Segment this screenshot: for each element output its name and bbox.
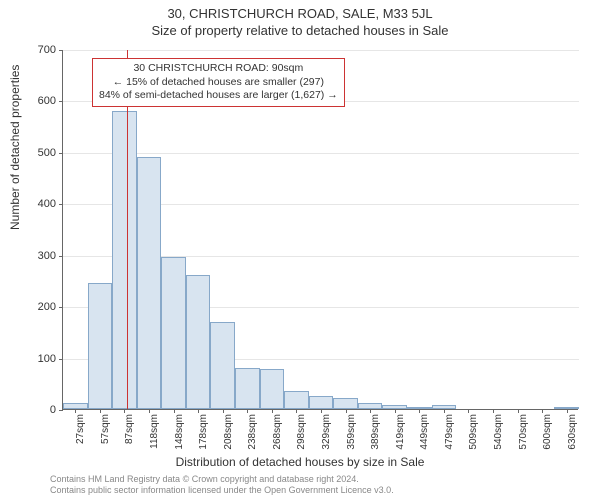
chart-subtitle: Size of property relative to detached ho… [0, 21, 600, 38]
ytick-label: 300 [6, 250, 56, 262]
ytick-label: 500 [6, 147, 56, 159]
xtick-mark [468, 409, 469, 413]
footer: Contains HM Land Registry data © Crown c… [50, 474, 394, 497]
ytick-mark [59, 256, 63, 257]
xtick-mark [444, 409, 445, 413]
info-line-3: 84% of semi-detached houses are larger (… [99, 89, 338, 103]
xtick-mark [493, 409, 494, 413]
ytick-label: 400 [6, 198, 56, 210]
histogram-bar [112, 111, 137, 409]
histogram-bar [309, 396, 334, 409]
ytick-mark [59, 359, 63, 360]
histogram-bar [333, 398, 358, 409]
xtick-mark [100, 409, 101, 413]
ytick-label: 700 [6, 44, 56, 56]
histogram-bar [186, 275, 211, 409]
xtick-mark [419, 409, 420, 413]
xtick-mark [247, 409, 248, 413]
info-box: 30 CHRISTCHURCH ROAD: 90sqm ← 15% of det… [92, 58, 345, 107]
ytick-label: 600 [6, 95, 56, 107]
footer-line-1: Contains HM Land Registry data © Crown c… [50, 474, 394, 485]
ytick-mark [59, 410, 63, 411]
x-axis-label: Distribution of detached houses by size … [0, 455, 600, 469]
xtick-mark [518, 409, 519, 413]
chart-area: 010020030040050060070027sqm57sqm87sqm118… [62, 50, 578, 410]
xtick-mark [346, 409, 347, 413]
xtick-mark [149, 409, 150, 413]
ytick-mark [59, 50, 63, 51]
gridline [63, 153, 579, 154]
xtick-mark [395, 409, 396, 413]
ytick-label: 0 [6, 404, 56, 416]
ytick-mark [59, 153, 63, 154]
ytick-mark [59, 204, 63, 205]
chart-container: 30, CHRISTCHURCH ROAD, SALE, M33 5JL Siz… [0, 0, 600, 500]
info-line-1: 30 CHRISTCHURCH ROAD: 90sqm [99, 62, 338, 76]
ytick-mark [59, 101, 63, 102]
xtick-mark [198, 409, 199, 413]
page-title: 30, CHRISTCHURCH ROAD, SALE, M33 5JL [0, 0, 600, 21]
histogram-bar [260, 369, 285, 409]
xtick-mark [296, 409, 297, 413]
histogram-bar [235, 368, 260, 409]
histogram-bar [161, 257, 186, 409]
gridline [63, 50, 579, 51]
xtick-mark [174, 409, 175, 413]
ytick-mark [59, 307, 63, 308]
xtick-mark [75, 409, 76, 413]
xtick-mark [370, 409, 371, 413]
histogram-bar [284, 391, 309, 409]
ytick-label: 200 [6, 301, 56, 313]
xtick-mark [272, 409, 273, 413]
xtick-mark [542, 409, 543, 413]
histogram-bar [137, 157, 162, 409]
info-line-2: ← 15% of detached houses are smaller (29… [99, 76, 338, 90]
histogram-bar [210, 322, 235, 409]
xtick-mark [124, 409, 125, 413]
footer-line-2: Contains public sector information licen… [50, 485, 394, 496]
histogram-bar [88, 283, 113, 409]
xtick-mark [321, 409, 322, 413]
xtick-mark [567, 409, 568, 413]
xtick-mark [223, 409, 224, 413]
ytick-label: 100 [6, 353, 56, 365]
